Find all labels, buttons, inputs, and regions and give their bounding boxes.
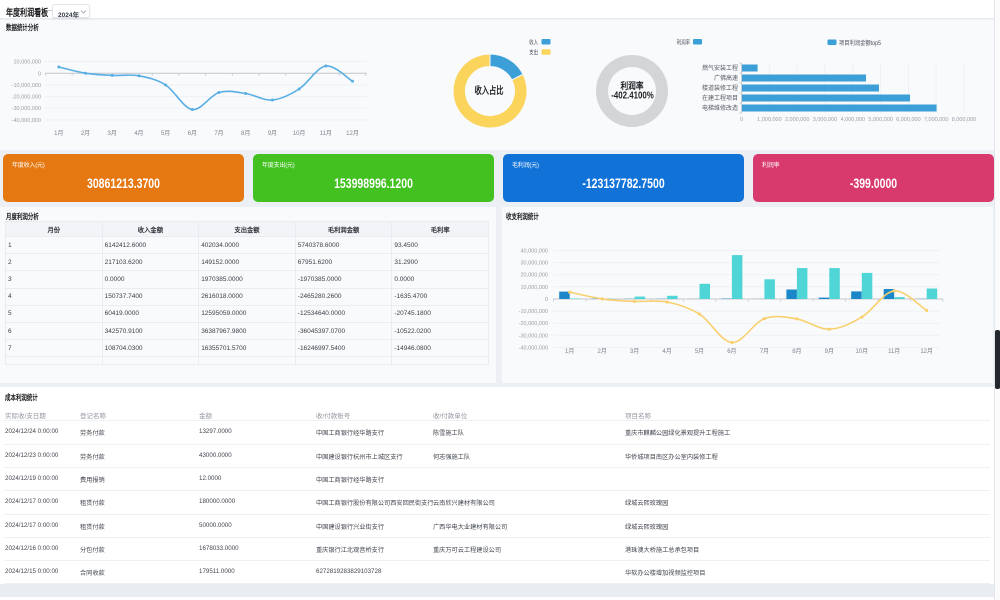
svg-text:10月: 10月 <box>293 130 306 137</box>
svg-text:3月: 3月 <box>630 348 639 355</box>
svg-text:收入占比: 收入占比 <box>475 84 504 97</box>
svg-text:5月: 5月 <box>161 130 170 137</box>
svg-text:5,000,000: 5,000,000 <box>868 117 892 123</box>
svg-text:-40,000,000: -40,000,000 <box>12 118 41 124</box>
svg-text:广佛高速: 广佛高速 <box>714 74 738 82</box>
svg-text:支出: 支出 <box>529 49 538 57</box>
svg-text:20,000,000: 20,000,000 <box>520 273 548 279</box>
svg-text:-30,000,000: -30,000,000 <box>519 333 548 339</box>
svg-text:4,000,000: 4,000,000 <box>841 117 865 123</box>
svg-text:1月: 1月 <box>565 348 574 355</box>
svg-text:利润率: 利润率 <box>677 38 690 46</box>
svg-text:-20,000,000: -20,000,000 <box>519 321 548 327</box>
svg-text:4月: 4月 <box>662 348 671 355</box>
svg-text:2月: 2月 <box>598 348 607 355</box>
svg-text:收入: 收入 <box>529 38 538 46</box>
svg-text:12月: 12月 <box>920 348 933 355</box>
svg-text:3,000,000: 3,000,000 <box>813 117 837 123</box>
svg-text:-30,000,000: -30,000,000 <box>12 106 41 112</box>
svg-text:5月: 5月 <box>695 348 704 355</box>
svg-text:10,000,000: 10,000,000 <box>13 60 41 66</box>
svg-text:-10,000,000: -10,000,000 <box>12 83 41 89</box>
svg-text:6,000,000: 6,000,000 <box>896 117 920 123</box>
svg-text:1,000,000: 1,000,000 <box>757 117 781 123</box>
svg-text:0: 0 <box>545 297 548 303</box>
svg-text:9月: 9月 <box>825 348 834 355</box>
svg-text:-402.4100%: -402.4100% <box>611 89 654 101</box>
svg-text:8月: 8月 <box>792 348 801 355</box>
svg-text:楼道装修工程: 楼道装修工程 <box>702 84 738 92</box>
svg-text:2,000,000: 2,000,000 <box>785 117 809 123</box>
svg-text:10月: 10月 <box>855 348 868 355</box>
svg-text:0: 0 <box>740 117 743 123</box>
svg-text:1月: 1月 <box>54 130 63 137</box>
svg-text:0: 0 <box>38 71 41 77</box>
svg-text:30,000,000: 30,000,000 <box>520 261 548 267</box>
svg-text:2月: 2月 <box>81 130 90 137</box>
svg-text:7,000,000: 7,000,000 <box>924 117 948 123</box>
svg-text:12月: 12月 <box>346 130 359 137</box>
svg-text:6月: 6月 <box>727 348 736 355</box>
svg-text:3月: 3月 <box>108 130 117 137</box>
svg-text:6月: 6月 <box>188 130 197 137</box>
svg-text:7月: 7月 <box>214 130 223 137</box>
svg-text:11月: 11月 <box>888 348 900 355</box>
svg-text:电梯维修改造: 电梯维修改造 <box>702 104 738 112</box>
svg-text:8月: 8月 <box>241 130 250 137</box>
svg-text:9月: 9月 <box>268 130 277 137</box>
svg-text:-20,000,000: -20,000,000 <box>12 95 41 101</box>
svg-text:利润率: 利润率 <box>620 80 644 91</box>
svg-text:燃气安装工程: 燃气安装工程 <box>702 64 738 72</box>
svg-text:7月: 7月 <box>760 348 769 355</box>
svg-text:40,000,000: 40,000,000 <box>520 249 548 255</box>
svg-text:项目利润金额top5: 项目利润金额top5 <box>839 39 882 47</box>
svg-text:-40,000,000: -40,000,000 <box>519 346 548 352</box>
svg-text:8,000,000: 8,000,000 <box>952 117 976 123</box>
svg-text:11月: 11月 <box>320 130 332 137</box>
svg-text:-10,000,000: -10,000,000 <box>519 309 548 315</box>
svg-text:4月: 4月 <box>134 130 143 137</box>
svg-text:在建工程项目: 在建工程项目 <box>702 94 738 102</box>
svg-text:10,000,000: 10,000,000 <box>520 285 548 291</box>
